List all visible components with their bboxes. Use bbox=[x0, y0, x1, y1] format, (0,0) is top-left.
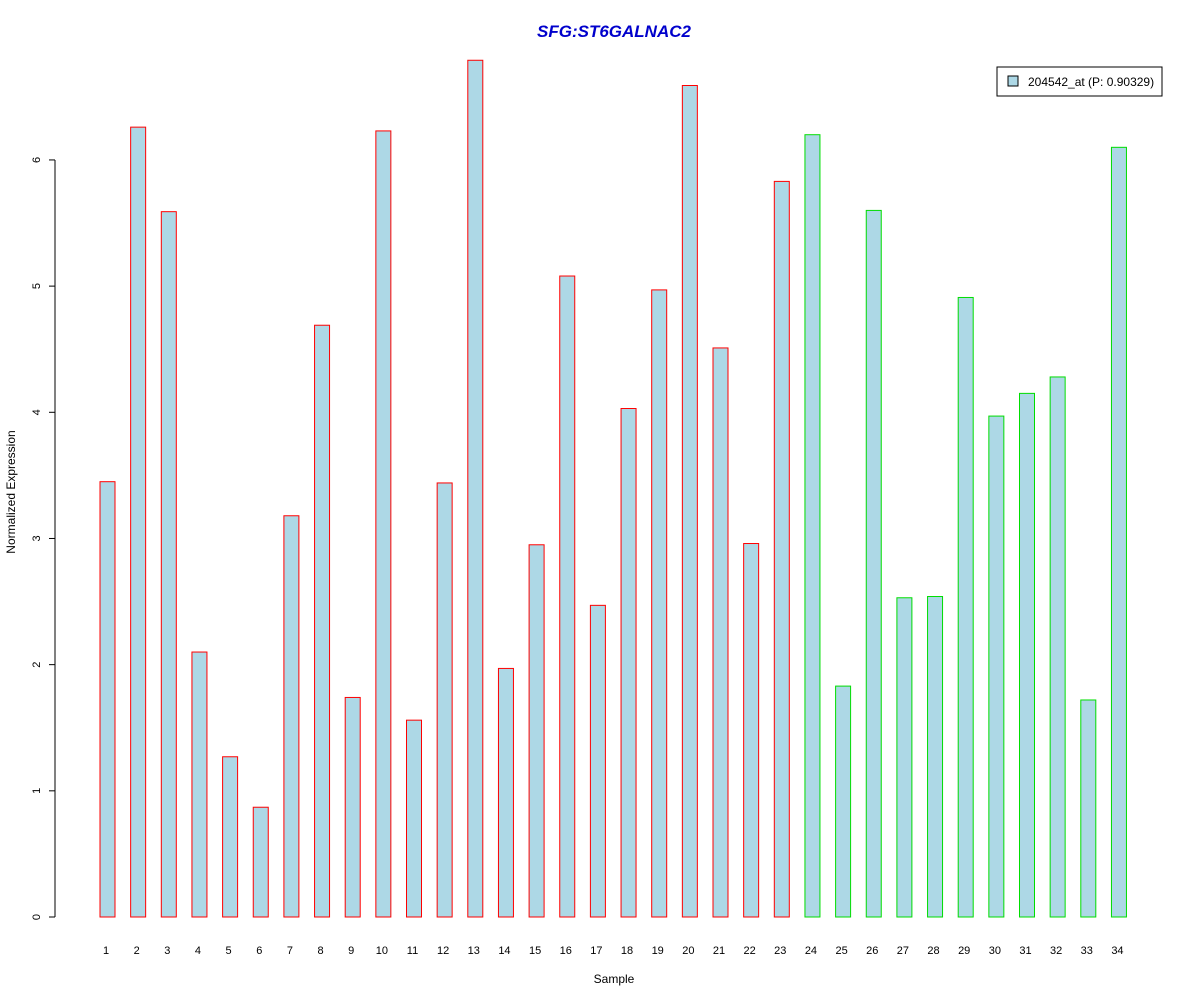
bar bbox=[252, 806, 269, 918]
bar bbox=[988, 415, 1005, 918]
x-tick-labels: 1 2 3 4 5 6 7 8 9 10 11 12 13 14 15 16 17 18 19 20 21 22 23 24 2… bbox=[103, 945, 1124, 957]
x-tick-label: 10 bbox=[376, 945, 388, 957]
legend: 204542_at (P: 0.90329) bbox=[996, 66, 1163, 97]
bar bbox=[528, 544, 545, 918]
x-tick-label: 6 bbox=[256, 945, 262, 957]
bar bbox=[1019, 392, 1035, 918]
bar bbox=[681, 85, 698, 918]
x-tick-label: 28 bbox=[927, 945, 939, 957]
bar bbox=[927, 596, 944, 918]
x-tick-label: 5 bbox=[226, 945, 232, 957]
bar bbox=[467, 59, 484, 918]
x-tick-label: 23 bbox=[774, 945, 786, 957]
x-tick-label: 21 bbox=[713, 945, 725, 957]
x-tick-label: 13 bbox=[468, 945, 480, 957]
x-tick-label: 14 bbox=[498, 945, 510, 957]
y-tick-label: 5 bbox=[31, 283, 43, 289]
x-tick-label: 16 bbox=[560, 945, 572, 957]
bar bbox=[865, 209, 882, 918]
x-tick-label: 3 bbox=[164, 945, 170, 957]
x-tick-label: 27 bbox=[897, 945, 909, 957]
x-tick-label: 12 bbox=[437, 945, 449, 957]
bar bbox=[804, 134, 821, 918]
x-tick-label: 34 bbox=[1111, 945, 1123, 957]
bar bbox=[283, 515, 300, 918]
bar bbox=[712, 347, 729, 918]
bar bbox=[1110, 146, 1127, 918]
x-tick-label: 9 bbox=[348, 945, 354, 957]
y-tick-label: 4 bbox=[31, 409, 43, 415]
bar bbox=[896, 597, 913, 918]
x-tick-label: 18 bbox=[621, 945, 633, 957]
legend-swatch bbox=[1007, 75, 1019, 87]
x-tick-label: 7 bbox=[287, 945, 293, 957]
bar bbox=[620, 408, 637, 918]
y-axis-label: Normalized Expression bbox=[4, 430, 18, 553]
y-tick-label: 3 bbox=[31, 535, 43, 541]
legend-box bbox=[996, 66, 1163, 97]
x-axis-label: Sample bbox=[594, 972, 635, 986]
bar bbox=[1080, 699, 1097, 918]
x-tick-label: 4 bbox=[195, 945, 201, 957]
bar bbox=[191, 651, 208, 918]
bar bbox=[773, 180, 790, 918]
bar bbox=[375, 130, 392, 918]
bar bbox=[835, 685, 852, 918]
x-tick-label: 29 bbox=[958, 945, 970, 957]
y-tick-label: 0 bbox=[31, 914, 43, 920]
bar bbox=[130, 126, 147, 918]
y-tick-label: 2 bbox=[31, 662, 43, 668]
x-tick-label: 33 bbox=[1081, 945, 1093, 957]
bar bbox=[406, 719, 422, 918]
x-tick-label: 11 bbox=[407, 945, 418, 957]
bar bbox=[743, 543, 760, 918]
bar bbox=[1049, 376, 1066, 918]
x-tick-label: 8 bbox=[317, 945, 323, 957]
bar bbox=[344, 696, 361, 918]
bar bbox=[436, 482, 453, 918]
bar bbox=[559, 275, 576, 918]
bar bbox=[497, 667, 514, 918]
x-tick-label: 24 bbox=[805, 945, 817, 957]
y-tick-label: 1 bbox=[31, 788, 43, 794]
x-tick-label: 25 bbox=[835, 945, 847, 957]
x-tick-label: 15 bbox=[529, 945, 541, 957]
y-axis: 0 1 2 3 4 5 6 bbox=[31, 157, 56, 920]
y-tick-label: 6 bbox=[31, 157, 43, 163]
bar bbox=[222, 756, 239, 918]
x-tick-label: 20 bbox=[682, 945, 694, 957]
x-tick-label: 31 bbox=[1019, 945, 1031, 957]
x-tick-label: 2 bbox=[134, 945, 140, 957]
x-tick-label: 19 bbox=[652, 945, 664, 957]
bar bbox=[957, 296, 974, 918]
legend-entry: 204542_at (P: 0.90329) bbox=[1028, 75, 1154, 89]
bar bbox=[160, 211, 177, 918]
bar bbox=[651, 289, 668, 918]
bar-series bbox=[99, 59, 1127, 918]
x-tick-label: 1 bbox=[103, 945, 109, 957]
x-tick-label: 32 bbox=[1050, 945, 1062, 957]
x-tick-label: 26 bbox=[866, 945, 878, 957]
bar bbox=[99, 481, 116, 918]
x-tick-label: 22 bbox=[744, 945, 756, 957]
bar bbox=[589, 604, 606, 918]
x-tick-label: 17 bbox=[590, 945, 602, 957]
chart-title: SFG:ST6GALNAC2 bbox=[537, 22, 692, 41]
x-tick-label: 30 bbox=[989, 945, 1001, 957]
bar bbox=[314, 324, 331, 918]
